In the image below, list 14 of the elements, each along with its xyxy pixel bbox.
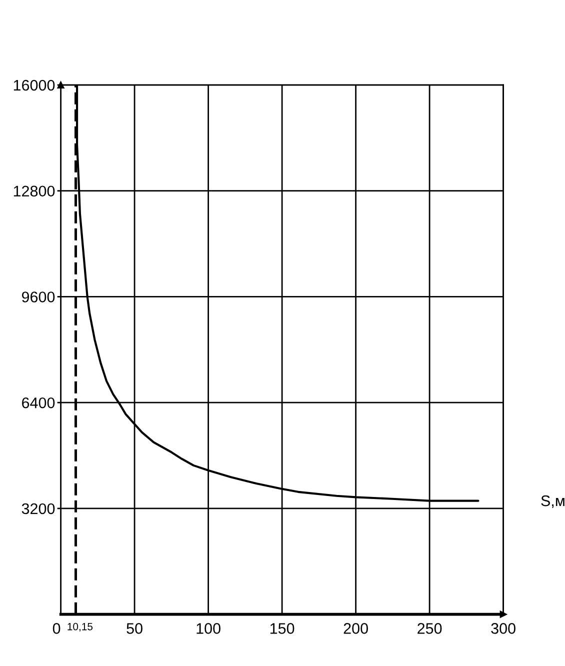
x-tick-label: 0: [52, 623, 60, 634]
x-axis-title: S,м: [541, 495, 564, 508]
y-tick-label: 16000: [14, 80, 55, 91]
x-tick-label: 50: [126, 623, 142, 634]
x-tick-label: 150: [270, 623, 294, 634]
x-tick-label: 100: [196, 623, 220, 634]
y-tick-label: 9600: [22, 292, 55, 302]
y-tick-label: 6400: [22, 397, 55, 408]
x-tick-label: 200: [344, 623, 368, 634]
x-tick-label: 300: [491, 623, 516, 634]
ref-line-label: 10,15: [68, 622, 93, 632]
y-tick-label: 3200: [22, 503, 55, 514]
y-tick-label: 12800: [14, 186, 55, 197]
x-tick-label: 250: [418, 623, 442, 634]
